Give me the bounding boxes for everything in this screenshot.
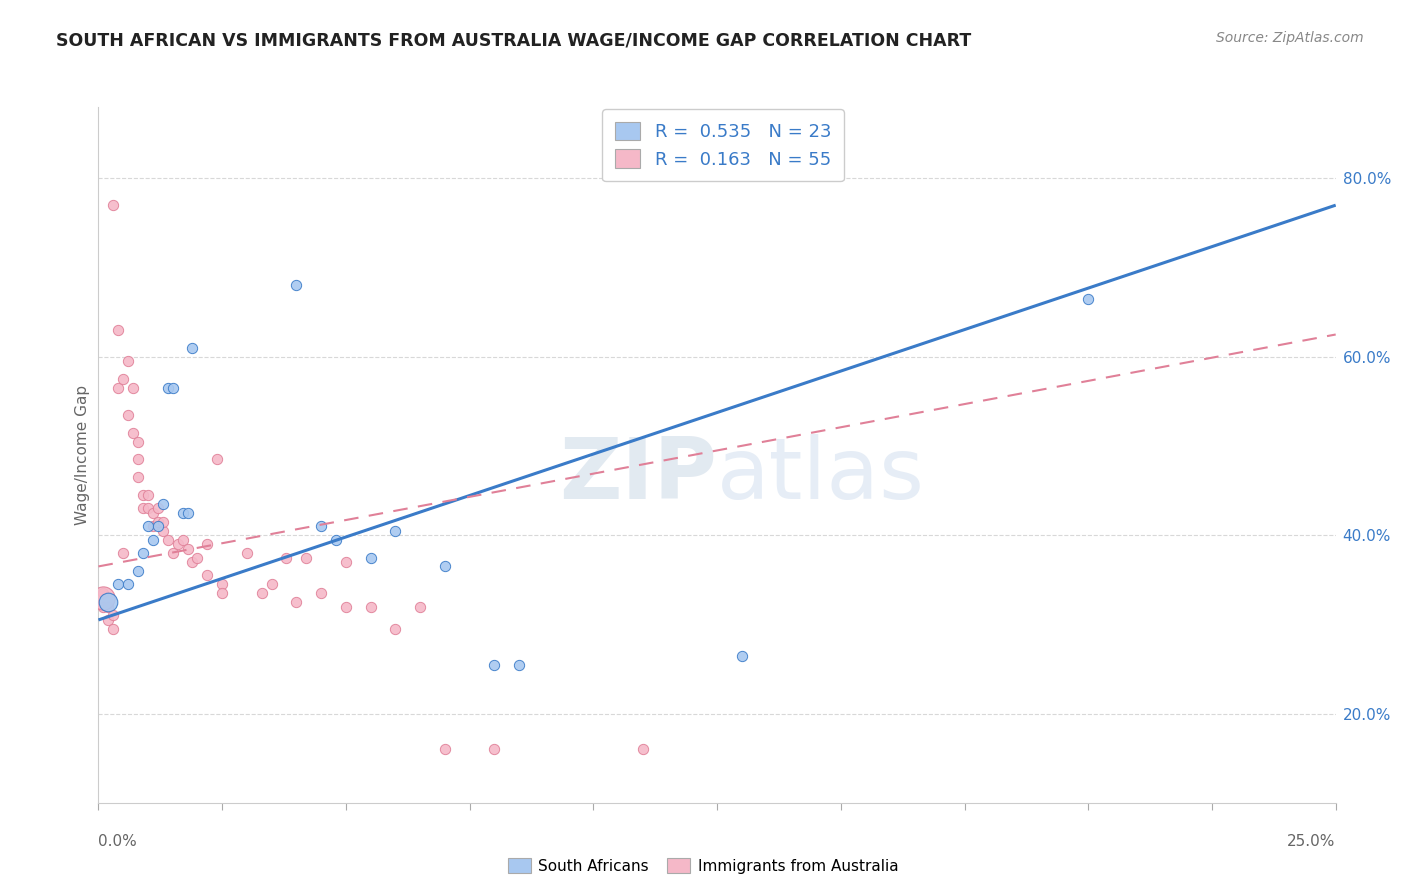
Point: [172, 533, 194, 547]
Point: [335, 599, 357, 614]
Point: [166, 537, 188, 551]
Point: [142, 519, 165, 533]
Point: [107, 381, 129, 395]
Point: [360, 550, 382, 565]
Point: [162, 381, 184, 395]
Point: [236, 546, 259, 560]
Point: [360, 599, 382, 614]
Point: [205, 452, 228, 467]
Point: [295, 550, 318, 565]
Point: [156, 533, 179, 547]
Point: [260, 577, 283, 591]
Point: [107, 323, 129, 337]
Point: [186, 550, 208, 565]
Point: [136, 488, 159, 502]
Point: [152, 497, 174, 511]
Point: [152, 515, 174, 529]
Point: [211, 577, 233, 591]
Point: [117, 354, 139, 368]
Point: [1077, 292, 1099, 306]
Point: [103, 198, 125, 212]
Point: [409, 599, 432, 614]
Point: [631, 742, 654, 756]
Point: [122, 381, 145, 395]
Point: [195, 537, 218, 551]
Point: [195, 568, 218, 582]
Point: [136, 501, 159, 516]
Point: [325, 533, 347, 547]
Point: [146, 519, 169, 533]
Point: [142, 533, 165, 547]
Point: [335, 555, 357, 569]
Point: [117, 408, 139, 422]
Point: [152, 524, 174, 538]
Point: [127, 434, 149, 449]
Point: [181, 555, 204, 569]
Point: [132, 501, 155, 516]
Point: [103, 622, 125, 636]
Point: [127, 564, 149, 578]
Point: [93, 591, 115, 605]
Point: [384, 622, 406, 636]
Point: [181, 341, 204, 355]
Point: [484, 742, 506, 756]
Text: 0.0%: 0.0%: [98, 834, 138, 849]
Point: [433, 742, 456, 756]
Point: [285, 595, 308, 609]
Point: [285, 278, 308, 293]
Point: [93, 599, 115, 614]
Y-axis label: Wage/Income Gap: Wage/Income Gap: [75, 384, 90, 525]
Point: [172, 506, 194, 520]
Point: [112, 372, 135, 386]
Text: ZIP: ZIP: [560, 434, 717, 517]
Text: Source: ZipAtlas.com: Source: ZipAtlas.com: [1216, 31, 1364, 45]
Point: [211, 586, 233, 600]
Point: [162, 546, 184, 560]
Text: 25.0%: 25.0%: [1288, 834, 1336, 849]
Legend: R =  0.535   N = 23, R =  0.163   N = 55: R = 0.535 N = 23, R = 0.163 N = 55: [602, 109, 844, 181]
Point: [309, 586, 332, 600]
Point: [146, 515, 169, 529]
Point: [93, 586, 115, 600]
Point: [156, 381, 179, 395]
Point: [127, 470, 149, 484]
Point: [97, 595, 120, 609]
Point: [384, 524, 406, 538]
Point: [309, 519, 332, 533]
Point: [731, 648, 754, 663]
Point: [103, 608, 125, 623]
Point: [132, 546, 155, 560]
Point: [132, 488, 155, 502]
Text: SOUTH AFRICAN VS IMMIGRANTS FROM AUSTRALIA WAGE/INCOME GAP CORRELATION CHART: SOUTH AFRICAN VS IMMIGRANTS FROM AUSTRAL…: [56, 31, 972, 49]
Legend: South Africans, Immigrants from Australia: South Africans, Immigrants from Australi…: [502, 852, 904, 880]
Point: [112, 546, 135, 560]
Point: [136, 519, 159, 533]
Point: [276, 550, 298, 565]
Point: [508, 657, 530, 672]
Point: [127, 452, 149, 467]
Point: [142, 506, 165, 520]
Point: [122, 425, 145, 440]
Point: [433, 559, 456, 574]
Point: [176, 541, 198, 556]
Point: [250, 586, 273, 600]
Point: [97, 613, 120, 627]
Point: [117, 577, 139, 591]
Point: [484, 657, 506, 672]
Point: [176, 506, 198, 520]
Point: [97, 599, 120, 614]
Point: [146, 501, 169, 516]
Point: [107, 577, 129, 591]
Text: atlas: atlas: [717, 434, 925, 517]
